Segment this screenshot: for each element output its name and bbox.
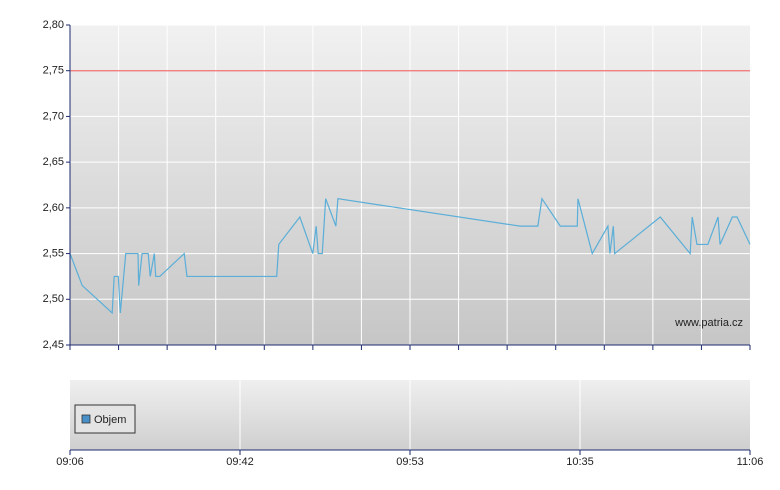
x-tick-label: 10:35 bbox=[566, 456, 594, 468]
y-tick-label: 2,75 bbox=[43, 65, 64, 77]
price-line bbox=[69, 197, 751, 315]
legend-label: Objem bbox=[94, 414, 126, 426]
y-tick-label: 2,45 bbox=[43, 339, 64, 351]
x-tick-label: 09:42 bbox=[226, 456, 254, 468]
x-tick-label: 11:06 bbox=[737, 456, 764, 468]
y-tick-label: 2,55 bbox=[43, 247, 64, 259]
y-tick-label: 2,80 bbox=[43, 19, 64, 31]
x-tick-label: 09:06 bbox=[56, 456, 84, 468]
y-tick-label: 2,70 bbox=[43, 110, 64, 122]
legend-swatch bbox=[81, 414, 91, 424]
y-tick-label: 2,50 bbox=[43, 293, 64, 305]
watermark: www.patria.cz bbox=[674, 317, 743, 329]
x-tick-label: 09:53 bbox=[396, 456, 424, 468]
y-tick-label: 2,65 bbox=[43, 156, 64, 168]
y-tick-label: 2,60 bbox=[43, 202, 64, 214]
